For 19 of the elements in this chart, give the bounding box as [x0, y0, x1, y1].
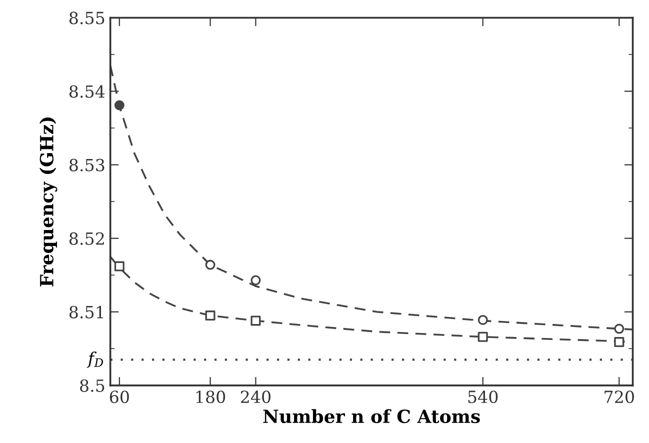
y-axis-title: Frequency (GHz) — [40, 118, 58, 286]
y-tick-label: 8.54 — [69, 85, 105, 98]
point — [250, 316, 261, 326]
x-tick-label: 180 — [196, 390, 226, 404]
ref-line-label: f$_{D}$ — [86, 352, 104, 368]
x-tick-label: 540 — [468, 390, 498, 404]
x-tick-label: 720 — [604, 390, 634, 404]
point — [114, 261, 124, 272]
y-tick-label: 8.52 — [69, 232, 104, 245]
y-tick-label: 8.51 — [69, 306, 104, 318]
y-tick-label: 8.55 — [69, 12, 104, 24]
x-axis-title: Number n of C Atoms — [263, 409, 480, 424]
point — [205, 310, 216, 321]
point — [614, 337, 624, 348]
y-tick-label: 8.53 — [69, 158, 104, 172]
y-tick-label: 8.5 — [80, 379, 104, 392]
x-tick-label: 240 — [240, 390, 271, 404]
point — [478, 332, 488, 342]
x-tick-label: 60 — [110, 390, 129, 404]
